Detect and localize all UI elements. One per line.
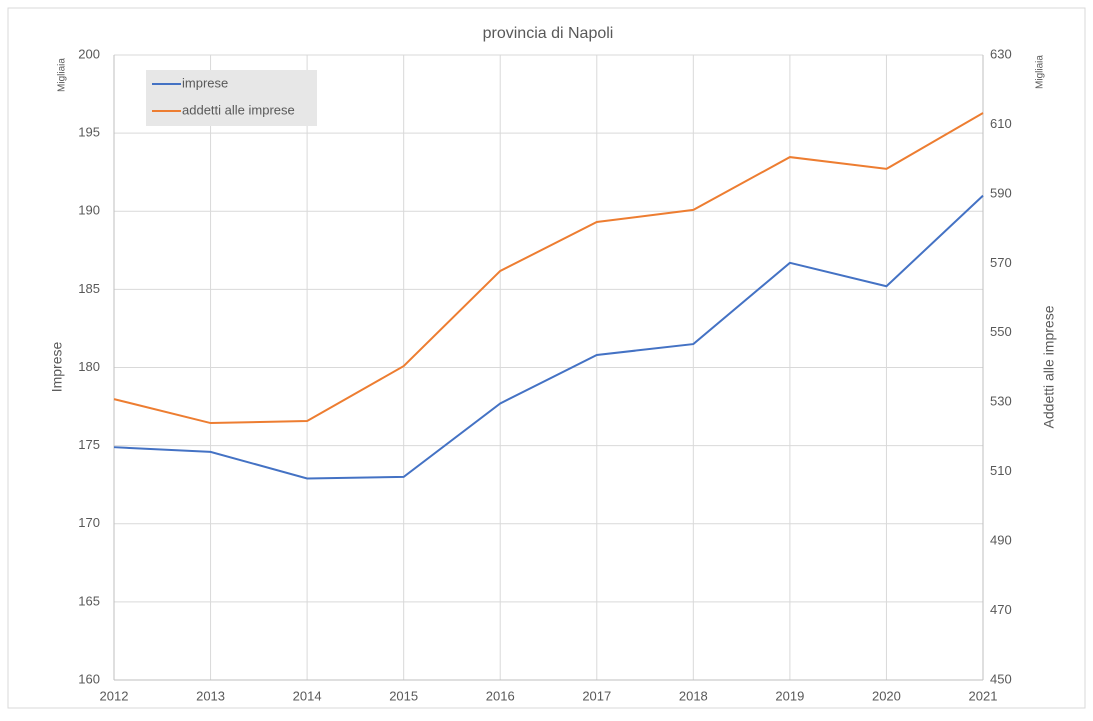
x-tick-label: 2021 (969, 688, 998, 703)
x-tick-label: 2017 (582, 688, 611, 703)
x-tick-label: 2012 (100, 688, 129, 703)
x-tick-label: 2014 (293, 688, 322, 703)
x-tick-label: 2019 (775, 688, 804, 703)
y-tick-label: 175 (78, 437, 100, 452)
y-tick-label: 160 (78, 671, 100, 686)
y2-tick-label: 570 (990, 255, 1012, 270)
x-tick-label: 2015 (389, 688, 418, 703)
x-tick-label: 2016 (486, 688, 515, 703)
y-tick-label: 180 (78, 359, 100, 374)
y2-tick-label: 630 (990, 46, 1012, 61)
y-tick-label: 170 (78, 515, 100, 530)
y-tick-label: 185 (78, 281, 100, 296)
y2-axis-label: Addetti alle imprese (1041, 305, 1057, 428)
y-tick-label: 165 (78, 593, 100, 608)
y2-unit: Migliaia (1035, 55, 1046, 89)
y2-tick-label: 590 (990, 185, 1012, 200)
x-tick-label: 2013 (196, 688, 225, 703)
legend-label: addetti alle imprese (182, 102, 295, 117)
legend-box (146, 70, 317, 126)
y-axis-label: Imprese (49, 342, 65, 393)
legend-label: imprese (182, 75, 228, 90)
y2-tick-label: 490 (990, 533, 1012, 548)
x-tick-label: 2018 (679, 688, 708, 703)
chart-title: provincia di Napoli (483, 25, 614, 42)
x-tick-label: 2020 (872, 688, 901, 703)
y2-tick-label: 450 (990, 671, 1012, 686)
y2-tick-label: 610 (990, 116, 1012, 131)
y2-tick-label: 530 (990, 394, 1012, 409)
y2-tick-label: 550 (990, 324, 1012, 339)
y2-tick-label: 510 (990, 463, 1012, 478)
y-tick-label: 190 (78, 203, 100, 218)
y-tick-label: 195 (78, 125, 100, 140)
series-line (113, 194, 984, 480)
y-tick-label: 200 (78, 46, 100, 61)
y-unit: Migliaia (57, 58, 68, 92)
series-line (113, 112, 984, 425)
y2-tick-label: 470 (990, 602, 1012, 617)
